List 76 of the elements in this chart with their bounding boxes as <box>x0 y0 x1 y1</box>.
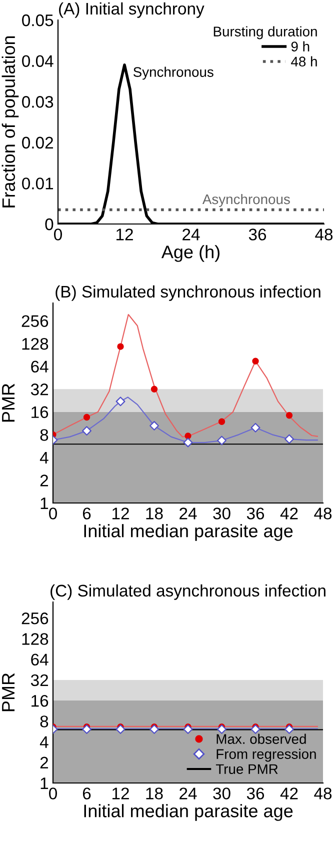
point <box>286 412 293 419</box>
x-tick-label: 24 <box>180 788 197 800</box>
x-tick-label: 0 <box>54 228 62 240</box>
y-tick-label: 8 <box>40 429 48 441</box>
point <box>83 414 90 421</box>
y-tick-label: 0.03 <box>22 96 54 108</box>
y-tick-label: 1 <box>40 498 48 510</box>
chart-title: (B) Simulated synchronous infection <box>56 285 320 301</box>
point <box>184 432 192 440</box>
y-axis-title: Fraction of population <box>2 36 19 208</box>
point <box>150 386 158 392</box>
y-tick-label: 128 <box>22 338 48 350</box>
x-tick-label: 24 <box>182 228 200 240</box>
point <box>218 418 226 425</box>
y-axis-title: PMR <box>2 673 15 712</box>
y-tick-label: 128 <box>22 633 48 645</box>
point <box>117 343 124 350</box>
point <box>82 426 92 436</box>
y-tick-label: 4 <box>40 452 48 464</box>
y-tick-label: 64 <box>31 654 48 666</box>
y-axis-title: PMR <box>2 384 15 422</box>
y-tick-label: 0.01 <box>22 178 54 190</box>
x-axis-title: Initial median parasite age <box>84 804 293 821</box>
legend-label: 48 h <box>291 56 317 67</box>
chart-title: (A) Initial synchrony <box>59 2 204 18</box>
x-axis-title: Age (h) <box>161 245 220 262</box>
x-tick-label: 42 <box>280 788 298 800</box>
x-tick-label: 18 <box>146 508 163 520</box>
y-tick-label: 256 <box>22 612 48 624</box>
x-tick-label: 48 <box>314 508 332 520</box>
x-tick-label: 12 <box>116 228 133 240</box>
legend-label: From regression <box>216 748 316 762</box>
y-tick-label: 0.02 <box>22 136 53 149</box>
x-tick-label: 42 <box>280 508 298 520</box>
y-tick-label: 16 <box>32 406 48 418</box>
point <box>250 422 260 432</box>
y-tick-label: 16 <box>32 694 48 707</box>
x-tick-label: 12 <box>112 508 129 520</box>
x-tick-label: 6 <box>82 508 91 520</box>
x-tick-label: 12 <box>112 788 129 800</box>
y-tick-label: 1 <box>40 778 48 790</box>
y-tick-label: 0 <box>45 218 54 230</box>
point <box>252 358 259 364</box>
y-tick-label: 256 <box>22 315 48 327</box>
y-tick-label: 8 <box>40 716 48 728</box>
y-tick-label: 0.05 <box>22 14 54 26</box>
x-tick-label: 6 <box>82 788 91 800</box>
point <box>217 436 226 446</box>
x-tick-label: 30 <box>213 788 230 800</box>
point <box>150 421 159 430</box>
chart-title: (C) Simulated asynchronous infection <box>50 584 326 600</box>
x-tick-label: 48 <box>314 788 332 800</box>
y-tick-label: 0.04 <box>22 55 54 68</box>
legend-label: Max. observed <box>216 734 306 744</box>
annotation: Asynchronous <box>202 194 290 207</box>
legend-title: Bursting duration <box>214 26 317 40</box>
point <box>284 434 294 444</box>
x-tick-label: 36 <box>246 788 264 800</box>
y-tick-label: 2 <box>40 756 48 768</box>
x-axis-title: Initial median parasite age <box>84 524 293 541</box>
y-tick-label: 32 <box>30 674 48 686</box>
annotation: Synchronous <box>133 66 214 80</box>
y-tick-label: 32 <box>30 384 48 396</box>
point <box>116 396 126 406</box>
y-tick-label: 64 <box>31 360 48 373</box>
legend-label: 9 h <box>291 41 310 52</box>
x-tick-label: 24 <box>180 508 197 520</box>
x-tick-label: 18 <box>146 788 163 800</box>
point <box>183 438 193 448</box>
x-tick-label: 36 <box>248 228 266 240</box>
x-tick-label: 48 <box>315 228 333 240</box>
y-tick-label: 4 <box>40 736 48 748</box>
x-tick-label: 36 <box>246 508 264 520</box>
y-tick-label: 2 <box>40 474 48 486</box>
legend-label: True PMR <box>216 764 278 774</box>
x-tick-label: 30 <box>213 508 230 520</box>
